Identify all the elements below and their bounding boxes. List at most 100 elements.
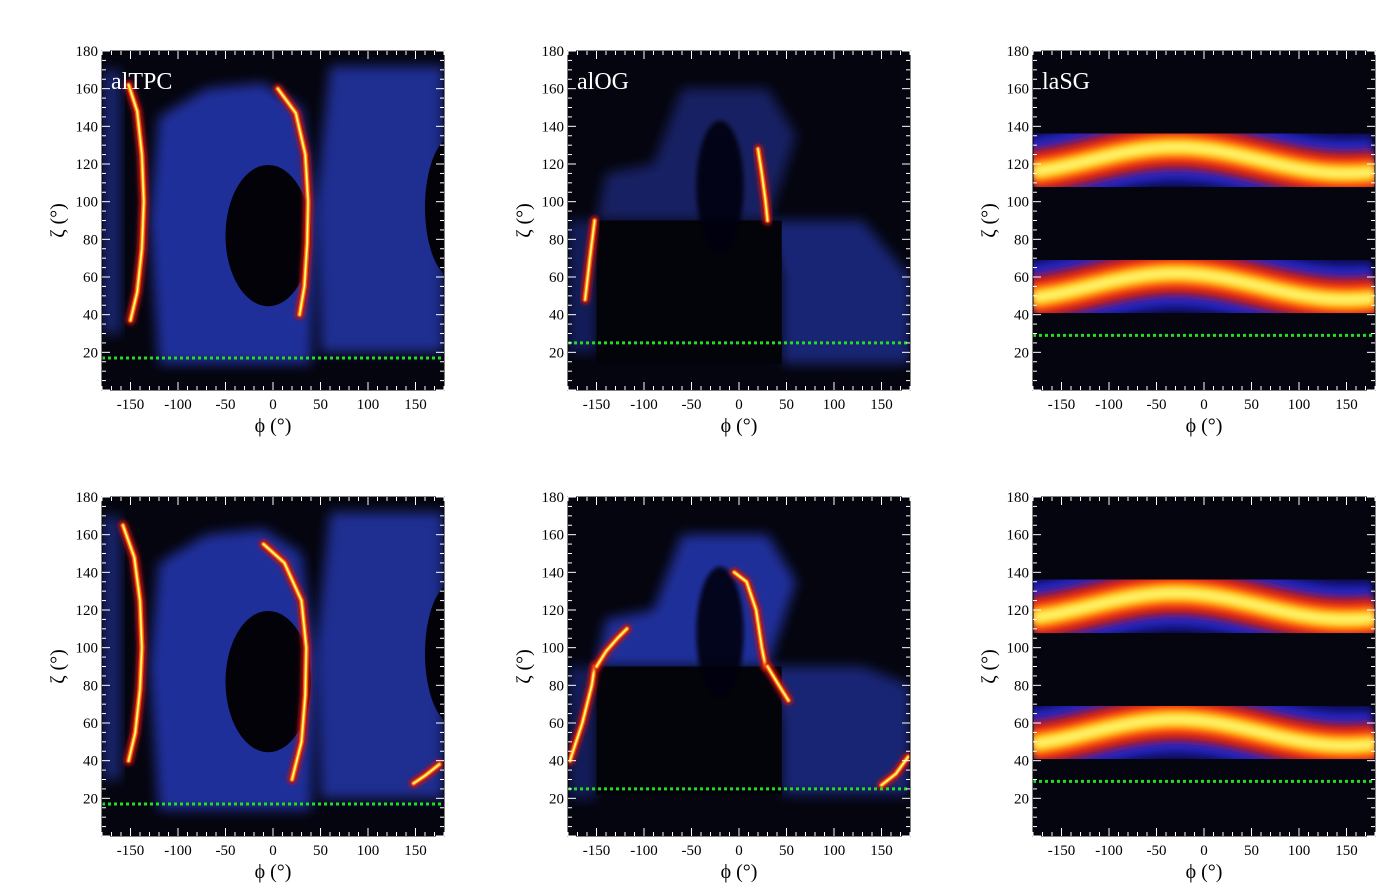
y-tick-label: 20 — [83, 345, 98, 361]
y-tick-label: 120 — [1007, 603, 1030, 619]
caustic-2 — [277, 88, 309, 316]
y-tick-label: 120 — [76, 603, 99, 619]
y-tick-label: 180 — [76, 490, 99, 506]
x-tick-label: 150 — [1335, 397, 1358, 413]
panel-2: -150 -100 -50 0 50 100 150 20 40 60 80 100 120 140 160… — [513, 44, 911, 437]
y-axis-label: ζ (°) — [978, 649, 1000, 684]
x-tick-label: 150 — [404, 397, 427, 413]
emission-gap — [696, 566, 744, 699]
x-tick-label: -100 — [164, 397, 192, 413]
x-tick-label: -100 — [630, 397, 658, 413]
y-tick-label: 120 — [76, 157, 99, 173]
x-axis-label: ϕ (°) — [721, 415, 758, 437]
y-axis-label: ζ (°) — [513, 649, 535, 684]
x-tick-label: 150 — [870, 397, 893, 413]
x-tick-label: 100 — [1288, 397, 1311, 413]
x-tick-label: 150 — [404, 843, 427, 859]
panel-title: alTPC — [111, 69, 172, 95]
y-tick-label: 80 — [549, 232, 564, 248]
x-tick-label: -150 — [117, 843, 145, 859]
caustic-2 — [757, 148, 768, 221]
y-tick-label: 20 — [1014, 791, 1029, 807]
x-tick-label: 50 — [779, 843, 794, 859]
caustic-2 — [596, 628, 628, 667]
panel-5: -150 -100 -50 0 50 100 150 20 40 60 80 100 120 140 160… — [513, 490, 911, 883]
y-tick-label: 140 — [1007, 565, 1030, 581]
y-tick-label: 180 — [76, 44, 99, 60]
y-axis-label: ζ (°) — [513, 203, 535, 238]
caustic-5 — [881, 756, 909, 786]
y-tick-label: 140 — [542, 565, 565, 581]
emission-band-2 — [1033, 588, 1375, 624]
y-tick-label: 60 — [1014, 270, 1029, 286]
ticks — [101, 496, 445, 837]
y-tick-label: 160 — [1007, 82, 1030, 98]
caustic-1 — [584, 220, 596, 301]
x-tick-label: 50 — [313, 843, 328, 859]
y-tick-label: 40 — [1014, 308, 1029, 324]
y-tick-label: 40 — [83, 754, 98, 770]
y-tick-label: 140 — [76, 565, 99, 581]
x-axis-label: ϕ (°) — [1186, 861, 1223, 883]
y-tick-label: 40 — [83, 308, 98, 324]
x-tick-label: -100 — [164, 843, 192, 859]
caustic-1 — [122, 524, 143, 762]
panel-title: alOG — [577, 69, 629, 95]
emission-band-2 — [1033, 143, 1375, 178]
x-tick-label: 100 — [1288, 843, 1311, 859]
y-tick-label: 40 — [1014, 754, 1029, 770]
x-tick-label: -150 — [1048, 843, 1076, 859]
heatmap-content — [568, 534, 910, 799]
heatmap-content — [1033, 547, 1375, 791]
x-tick-label: 0 — [1200, 397, 1208, 413]
emission-band-1 — [1033, 269, 1375, 304]
y-tick-label: 180 — [1007, 44, 1030, 60]
ticks — [1032, 496, 1376, 837]
x-tick-label: 100 — [823, 397, 846, 413]
x-tick-label: -50 — [682, 843, 702, 859]
y-tick-label: 60 — [549, 716, 564, 732]
x-tick-label: 0 — [735, 397, 743, 413]
diffuse-emission — [596, 88, 796, 221]
ticks — [101, 50, 445, 391]
y-axis-label: ζ (°) — [47, 203, 69, 238]
x-tick-label: 50 — [779, 397, 794, 413]
y-axis-label: ζ (°) — [47, 649, 69, 684]
emission-gap — [696, 120, 744, 253]
y-tick-label: 60 — [1014, 716, 1029, 732]
x-tick-label: 50 — [313, 397, 328, 413]
emission-gap — [425, 140, 444, 274]
diffuse-emission — [315, 66, 444, 353]
y-tick-label: 140 — [542, 119, 565, 135]
y-axis-label: ζ (°) — [978, 203, 1000, 238]
diffuse-emission — [102, 69, 121, 334]
diffuse-emission — [102, 515, 121, 780]
x-tick-label: 100 — [357, 843, 380, 859]
caustic-4 — [767, 666, 789, 701]
x-tick-label: -150 — [1048, 397, 1076, 413]
panel-4: -150 -100 -50 0 50 100 150 20 40 60 80 100 120 140 160… — [47, 490, 445, 883]
y-tick-label: 160 — [1007, 528, 1030, 544]
x-tick-label: -50 — [216, 397, 236, 413]
emission-band-1 — [1033, 715, 1375, 750]
y-tick-label: 60 — [549, 270, 564, 286]
diffuse-emission — [315, 512, 444, 799]
y-tick-label: 100 — [542, 641, 565, 657]
x-tick-label: -50 — [216, 843, 236, 859]
y-tick-label: 80 — [83, 678, 98, 694]
x-tick-label: -100 — [630, 843, 658, 859]
y-tick-label: 100 — [542, 195, 565, 211]
y-tick-label: 20 — [549, 345, 564, 361]
y-tick-label: 80 — [83, 232, 98, 248]
emission-gap — [596, 220, 782, 364]
heatmap-content — [1033, 102, 1375, 345]
heatmap-content — [102, 66, 444, 364]
diffuse-emission — [767, 220, 910, 364]
y-tick-label: 180 — [542, 44, 565, 60]
y-tick-label: 160 — [542, 82, 565, 98]
x-tick-label: 50 — [1244, 843, 1259, 859]
caustic-2 — [263, 543, 307, 780]
y-tick-label: 100 — [1007, 195, 1030, 211]
x-tick-label: -50 — [1147, 397, 1167, 413]
